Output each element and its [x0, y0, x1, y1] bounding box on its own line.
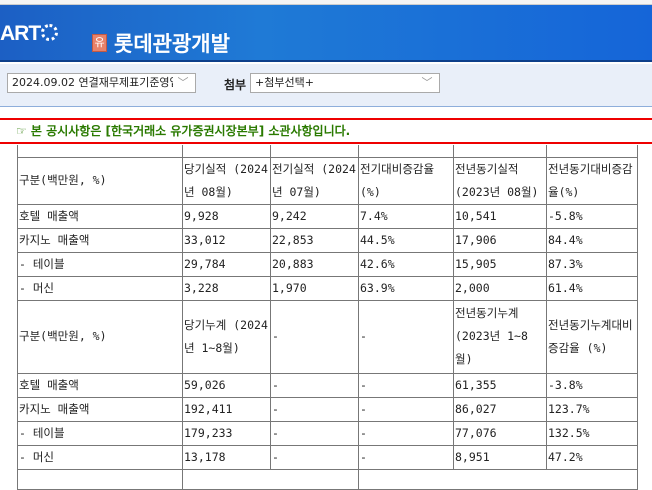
attach-label: 첨부 [224, 78, 247, 92]
header-cell: 구분(백만원, %) [17, 299, 183, 374]
table-cell: 8,951 [453, 444, 547, 470]
market-badge: 유 [92, 34, 107, 52]
table-cell: - [270, 396, 359, 422]
table-cell: 22,853 [270, 227, 359, 253]
dart-logo[interactable]: ART [0, 22, 59, 46]
table-cell: 61.4% [546, 275, 638, 301]
logo-text: ART [0, 22, 41, 45]
logo-sun-icon [41, 24, 59, 41]
table-cell: 13,178 [182, 444, 271, 470]
table-cell: - 머신 [17, 275, 183, 301]
table-cell: 9,242 [270, 203, 359, 229]
table-row: 호텔 매출액 9,928 9,242 7.4% 10,541 -5.8% [17, 203, 638, 229]
header-cell: - [358, 299, 454, 374]
table-row: 호텔 매출액 59,026- -61,355 -3.8% [17, 372, 638, 398]
table-cell: 29,784 [182, 251, 271, 277]
table-cell: - [358, 444, 454, 470]
table-row-partial [17, 145, 638, 158]
table-row: 카지노 매출액 192,411- -86,027 123.7% [17, 396, 638, 422]
attach-select-value: +첨부선택+ [255, 76, 314, 89]
table-row: - 머신 13,178- -8,951 47.2% [17, 444, 638, 470]
company-name: 롯데관광개발 [114, 32, 230, 56]
table-header-row: 구분(백만원, %) 당기실적 (2024년 08월) 전기실적 (2024년 … [17, 156, 638, 205]
table-cell: 카지노 매출액 [17, 396, 183, 422]
table-cell: - [270, 372, 359, 398]
header-cell: 전년동기실적 (2023년 08월) [453, 156, 547, 205]
table-cell: -5.8% [546, 203, 638, 229]
header-banner: ART 유 롯데관광개발 [0, 5, 652, 62]
header-cell: 구분(백만원, %) [17, 156, 183, 205]
table-cell: 44.5% [358, 227, 454, 253]
table-cell: 15,905 [453, 251, 547, 277]
table-cell: 61,355 [453, 372, 547, 398]
header-cell: 전년동기대비증감율(%) [546, 156, 638, 205]
table-cell: 59,026 [182, 372, 271, 398]
table-cell: 63.9% [358, 275, 454, 301]
table-cell: 87.3% [546, 251, 638, 277]
table-cell: - [270, 420, 359, 446]
header-cell: 전기대비증감율(%) [358, 156, 454, 205]
table-cell: -3.8% [546, 372, 638, 398]
table-cell: 77,076 [453, 420, 547, 446]
table-row: - 테이블 29,784 20,883 42.6% 15,905 87.3% [17, 251, 638, 277]
header-cell: 전년동기누계 (2023년 1~8월) [453, 299, 547, 374]
sales-table: 구분(백만원, %) 당기실적 (2024년 08월) 전기실적 (2024년 … [17, 145, 638, 490]
table-cell: 호텔 매출액 [17, 372, 183, 398]
table-cell: 10,541 [453, 203, 547, 229]
table-cell: - [358, 420, 454, 446]
report-select-value: 2024.09.02 연결재무제표기준영업(잠정)실적(공정공시) [12, 76, 173, 89]
chevron-down-icon: ﹀ [421, 76, 433, 89]
table-cell: 192,411 [182, 396, 271, 422]
table-cell: 84.4% [546, 227, 638, 253]
header-cell: 전기실적 (2024년 07월) [270, 156, 359, 205]
header-cell: 당기실적 (2024년 08월) [182, 156, 271, 205]
table-cell: 20,883 [270, 251, 359, 277]
table-row: - 머신 3,228 1,970 63.9% 2,000 61.4% [17, 275, 638, 301]
notice-banner: ☞ 본 공시사항은 [한국거래소 유가증권시장본부] 소관사항입니다. [0, 118, 652, 144]
table-cell: - 테이블 [17, 420, 183, 446]
table-cell: 47.2% [546, 444, 638, 470]
table-cell: - 머신 [17, 444, 183, 470]
header-cell: - [270, 299, 359, 374]
table-cell: 호텔 매출액 [17, 203, 183, 229]
header-cell: 당기누계 (2024년 1~8월) [182, 299, 271, 374]
report-select[interactable]: 2024.09.02 연결재무제표기준영업(잠정)실적(공정공시) ﹀ [7, 73, 196, 93]
table-cell: 86,027 [453, 396, 547, 422]
table-cell: 9,928 [182, 203, 271, 229]
table-cell: - [270, 444, 359, 470]
table-cell: 123.7% [546, 396, 638, 422]
table-header-row: 구분(백만원, %) 당기누계 (2024년 1~8월) - - 전년동기누계 … [17, 299, 638, 374]
table-row-partial [17, 468, 638, 490]
header-cell: 전년동기누계대비증감율 (%) [546, 299, 638, 374]
table-cell: 17,906 [453, 227, 547, 253]
table-cell: 179,233 [182, 420, 271, 446]
table-cell: 카지노 매출액 [17, 227, 183, 253]
window-top-bar [0, 0, 652, 5]
table-cell: 3,228 [182, 275, 271, 301]
table-cell: 33,012 [182, 227, 271, 253]
table-cell: - [358, 372, 454, 398]
table-cell: 1,970 [270, 275, 359, 301]
table-row: 카지노 매출액 33,012 22,853 44.5% 17,906 84.4% [17, 227, 638, 253]
table-cell: 2,000 [453, 275, 547, 301]
table-cell: - 테이블 [17, 251, 183, 277]
chevron-down-icon: ﹀ [177, 76, 189, 89]
table-cell: 132.5% [546, 420, 638, 446]
table-cell: - [358, 396, 454, 422]
table-cell: 42.6% [358, 251, 454, 277]
attach-select[interactable]: +첨부선택+ ﹀ [250, 73, 440, 93]
table-cell: 7.4% [358, 203, 454, 229]
toolbar: 2024.09.02 연결재무제표기준영업(잠정)실적(공정공시) ﹀ 첨부 +첨… [0, 64, 652, 107]
table-row: - 테이블 179,233- -77,076 132.5% [17, 420, 638, 446]
